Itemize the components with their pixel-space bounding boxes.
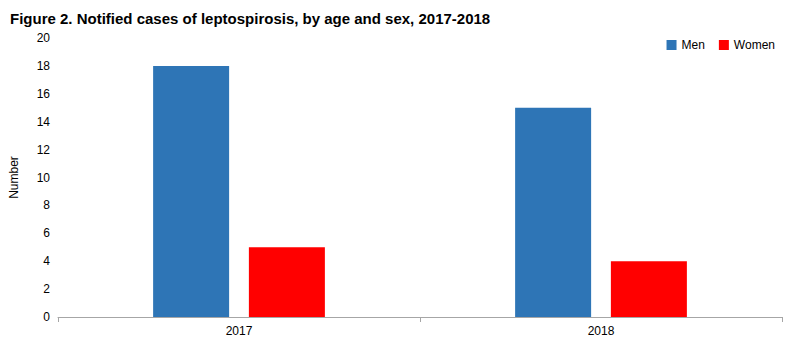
svg-text:Women: Women (734, 38, 775, 52)
svg-text:4: 4 (43, 254, 50, 268)
svg-text:Men: Men (682, 38, 705, 52)
svg-text:Figure 2. Notified cases of le: Figure 2. Notified cases of leptospirosi… (10, 10, 490, 27)
svg-text:2: 2 (43, 282, 50, 296)
svg-text:12: 12 (37, 143, 51, 157)
svg-text:6: 6 (43, 226, 50, 240)
svg-text:10: 10 (37, 171, 51, 185)
svg-text:14: 14 (37, 115, 51, 129)
svg-text:Number: Number (7, 156, 21, 199)
svg-text:20: 20 (37, 31, 51, 45)
svg-text:8: 8 (43, 198, 50, 212)
svg-text:16: 16 (37, 87, 51, 101)
svg-text:2018: 2018 (588, 324, 615, 338)
svg-text:2017: 2017 (226, 324, 253, 338)
svg-text:0: 0 (43, 310, 50, 324)
svg-text:18: 18 (37, 59, 51, 73)
